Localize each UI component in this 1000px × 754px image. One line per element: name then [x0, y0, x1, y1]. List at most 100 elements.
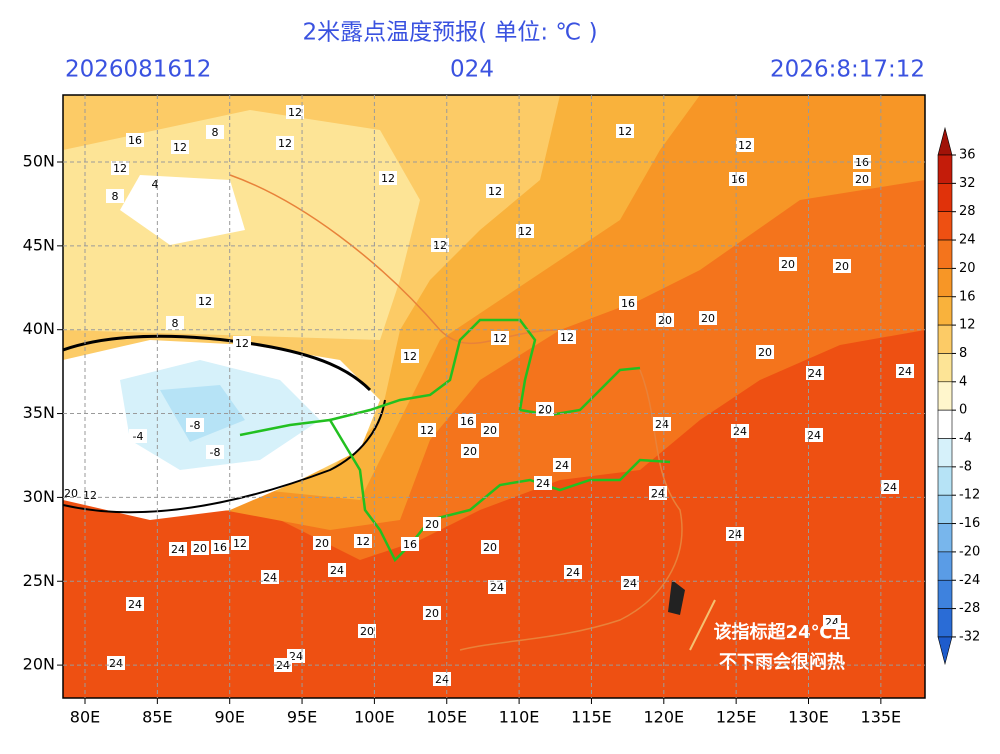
colorbar-label: -24: [959, 573, 980, 588]
contour-label: 24: [825, 616, 839, 629]
colorbar-end: [937, 636, 953, 666]
contour-label-box: [564, 565, 582, 579]
colorbar-box: [937, 466, 953, 496]
colorbar-box: [937, 268, 953, 298]
contour-label-box: [146, 177, 164, 191]
contour-label: 20: [193, 542, 207, 555]
colorbar-label: -20: [959, 544, 980, 559]
lon-label: 95E: [287, 708, 317, 727]
lon-label: 90E: [214, 708, 244, 727]
colorbar-box: [937, 551, 953, 581]
map-frame: [62, 94, 926, 699]
contour-label-box: [211, 540, 229, 554]
lon-label: 120E: [643, 708, 684, 727]
contour-label: 24: [655, 418, 669, 431]
contour-label: 12: [83, 489, 97, 502]
contour-label-box: [481, 423, 499, 437]
contour-label: 12: [233, 537, 247, 550]
contour-label-box: [126, 133, 144, 147]
contour-label: 20: [781, 258, 795, 271]
contour-label: 12: [403, 350, 417, 363]
contour-label: 20: [463, 445, 477, 458]
contour-label: -8: [190, 419, 201, 432]
lon-label: 100E: [354, 708, 395, 727]
contour-label-box: [653, 417, 671, 431]
contour-label-box: [536, 402, 554, 416]
contour-label: 24: [651, 487, 665, 500]
contour-label: 12: [738, 139, 752, 152]
contour-label: 12: [420, 424, 434, 437]
contour-label: 24: [883, 481, 897, 494]
colorbar-box: [937, 324, 953, 354]
contour-label-box: [558, 330, 576, 344]
contour-label: 24: [128, 598, 142, 611]
colorbar-label: 20: [959, 261, 976, 276]
init-time: 2026081612: [65, 57, 211, 83]
lon-label: 80E: [70, 708, 100, 727]
contour-label-box: [729, 172, 747, 186]
contour-label: 24: [807, 429, 821, 442]
colorbar-box: [937, 608, 953, 638]
contour-label-box: [881, 480, 899, 494]
colorbar-label: 8: [959, 346, 967, 361]
contour-label: 20: [835, 260, 849, 273]
contour-labels: 12 16 12 8 12 12 8 4 12 12 12 12 16 16 20 12 12 12 8 12 12 12…: [62, 105, 914, 686]
contour-label-box: [619, 296, 637, 310]
contour-label-box: [286, 105, 304, 119]
colorbar-label: 0: [959, 403, 967, 418]
contour-label: 24: [490, 581, 504, 594]
contour-label-box: [276, 136, 294, 150]
contour-label: 24: [733, 425, 747, 438]
contour-label: 24: [808, 367, 822, 380]
contour-label-box: [107, 656, 125, 670]
colorbar-label: 12: [959, 318, 976, 333]
contour-label: 16: [460, 415, 474, 428]
contour-label-box: [379, 171, 397, 185]
contour-label: 12: [493, 332, 507, 345]
contour-label-box: [649, 486, 667, 500]
contour-label-box: [196, 294, 214, 308]
lon-label: 125E: [716, 708, 757, 727]
lat-label: 45N: [23, 235, 55, 254]
contour-label-box: [401, 349, 419, 363]
contour-label: 12: [488, 185, 502, 198]
contour-label-box: [206, 125, 224, 139]
contour-label: 12: [518, 225, 532, 238]
lon-label: 130E: [788, 708, 829, 727]
colorbar-box: [937, 494, 953, 524]
colorbar-box: [937, 239, 953, 269]
contour-label-box: [231, 536, 249, 550]
contour-label: 20: [483, 424, 497, 437]
colorbar-label: -4: [959, 431, 972, 446]
lon-label: 110E: [499, 708, 540, 727]
colorbar-label: 24: [959, 233, 976, 248]
contour-label: 24: [728, 528, 742, 541]
contour-label-box: [206, 445, 224, 459]
contour-label: 16: [403, 538, 417, 551]
contour-label-box: [806, 366, 824, 380]
contour-label-box: [731, 424, 749, 438]
contour-label: 20: [538, 403, 552, 416]
contour-label: 24: [898, 365, 912, 378]
contour-label-box: [313, 536, 331, 550]
contour-label: 16: [213, 541, 227, 554]
title: 2米露点温度预报( 单位: ℃ ): [302, 20, 597, 46]
contour-label-box: [486, 184, 504, 198]
annotation: 该指标超24℃且: [714, 621, 851, 643]
contour-label-box: [169, 542, 187, 556]
contour-label: -4: [133, 430, 144, 443]
colorbar-box: [937, 353, 953, 383]
contour-label: 12: [235, 337, 249, 350]
contour-label: 24: [555, 459, 569, 472]
contour-label-box: [191, 541, 209, 555]
lon-label: 85E: [142, 708, 172, 727]
contour-label-box: [458, 414, 476, 428]
lat-label: 30N: [23, 487, 55, 506]
colorbar-box: [937, 579, 953, 609]
contour-label-box: [491, 331, 509, 345]
contour-label-box: [166, 316, 184, 330]
colorbar-box: [937, 296, 953, 326]
contour-label: 8: [212, 126, 219, 139]
contour-label: 20: [658, 314, 672, 327]
